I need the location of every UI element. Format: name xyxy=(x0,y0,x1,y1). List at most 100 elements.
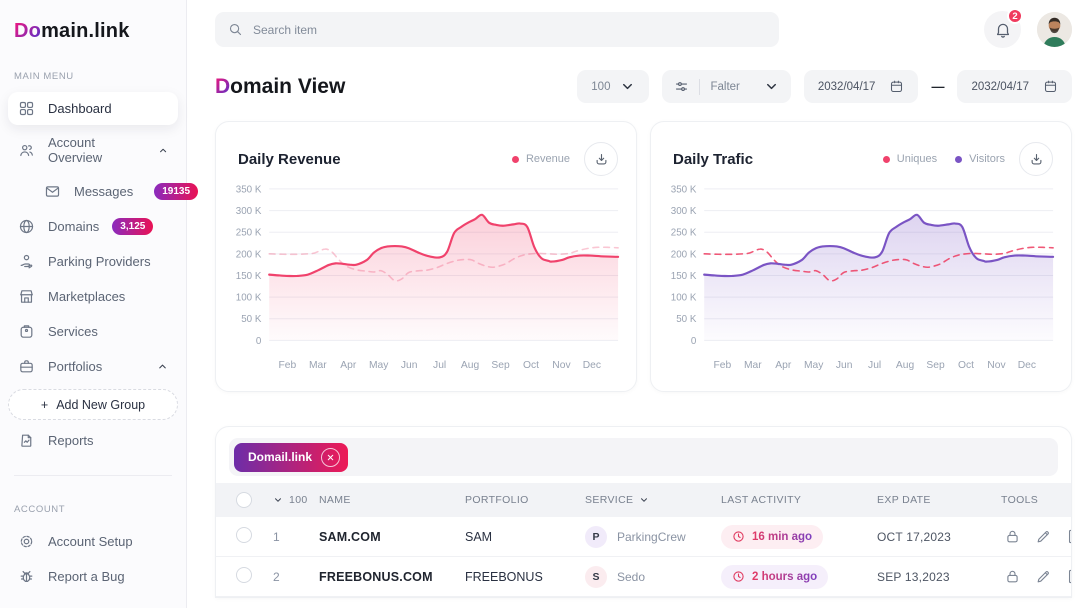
notification-count-badge: 2 xyxy=(1007,8,1023,24)
report-doc-icon xyxy=(21,434,32,447)
dashboard-icon xyxy=(19,101,34,116)
table-header: 100 NAME PORTFOLIO SERVICE LAST ACTIVITY… xyxy=(216,483,1071,517)
content: Domain View 100 Falter 2032/04/17 xyxy=(187,56,1088,598)
date-to-picker[interactable]: 2032/04/17 xyxy=(957,70,1072,103)
svg-text:Jul: Jul xyxy=(433,360,446,371)
bug-icon xyxy=(20,570,33,583)
svg-text:0: 0 xyxy=(256,336,262,347)
sidebar-item-portfolios[interactable]: Portfolios xyxy=(8,350,178,383)
service-initial-badge: S xyxy=(585,565,607,588)
column-header-portfolio[interactable]: PORTFOLIO xyxy=(465,494,529,506)
add-file-button[interactable] xyxy=(1063,526,1071,548)
table-body: 1 SAM.COM SAM P ParkingCrew 16 min ago O… xyxy=(216,517,1071,597)
svg-text:Feb: Feb xyxy=(713,360,731,371)
filter-value: Falter xyxy=(710,80,740,93)
remove-filter-button[interactable] xyxy=(321,447,341,467)
rows-per-page-select[interactable]: 100 xyxy=(273,494,319,506)
svg-text:250 K: 250 K xyxy=(236,228,262,239)
account-menu: Account Setup Report a Bug xyxy=(0,525,186,593)
svg-text:Jun: Jun xyxy=(836,360,853,371)
edit-button[interactable] xyxy=(1032,566,1054,588)
sidebar-item-parking-providers[interactable]: Parking Providers xyxy=(8,245,178,278)
filter-select[interactable]: Falter xyxy=(662,70,791,103)
column-header-service[interactable]: SERVICE xyxy=(585,494,721,506)
row-index: 1 xyxy=(273,529,280,544)
calendar-icon xyxy=(1044,80,1057,93)
avatar-image xyxy=(1037,12,1072,47)
chart-title: Daily Trafic xyxy=(673,150,754,168)
sidebar-item-dashboard[interactable]: Dashboard xyxy=(8,92,178,125)
divider xyxy=(699,78,701,95)
sidebar-item-domains[interactable]: Domains 3,125 xyxy=(8,210,178,243)
filter-chip-domail-link[interactable]: Domail.link xyxy=(234,442,349,472)
search-bar[interactable] xyxy=(215,12,779,47)
sidebar-divider xyxy=(14,475,172,476)
pencil-icon xyxy=(1037,531,1049,543)
legend-uniques: Uniques xyxy=(882,153,937,165)
sidebar-item-account-overview[interactable]: Account Overview xyxy=(8,127,178,173)
last-activity-badge: 2 hours ago xyxy=(721,564,829,589)
domains-count-badge: 3,125 xyxy=(112,218,154,235)
svg-text:50 K: 50 K xyxy=(676,314,697,325)
row-index: 2 xyxy=(273,569,280,584)
svg-text:Jun: Jun xyxy=(401,360,418,371)
portfolio-name: FREEBONUS xyxy=(465,569,543,584)
app-logo[interactable]: Domain.link xyxy=(0,16,186,43)
tools-cell xyxy=(1001,566,1071,588)
chevron-down-icon xyxy=(623,83,633,90)
close-icon xyxy=(327,454,334,460)
row-checkbox[interactable] xyxy=(236,527,252,543)
select-all-checkbox[interactable] xyxy=(236,492,252,508)
chart-legend: Revenue xyxy=(511,153,570,165)
chevron-down-icon xyxy=(766,83,776,90)
sidebar-item-reports[interactable]: Reports xyxy=(8,424,178,457)
sidebar-item-label: Services xyxy=(48,324,98,339)
sidebar-item-label: Domains xyxy=(48,219,100,234)
chevron-up-icon xyxy=(159,148,166,152)
domain-name[interactable]: FREEBONUS.COM xyxy=(319,569,433,584)
svg-text:Mar: Mar xyxy=(309,360,327,371)
sidebar-item-marketplaces[interactable]: Marketplaces xyxy=(8,280,178,313)
exp-date: OCT 17,2023 xyxy=(877,529,952,544)
svg-text:Jul: Jul xyxy=(868,360,881,371)
add-new-group-label: Add New Group xyxy=(56,397,146,412)
chevron-up-icon xyxy=(159,364,166,369)
account-section-label: ACCOUNT xyxy=(14,504,66,515)
page-size-select[interactable]: 100 xyxy=(577,70,650,103)
date-from-picker[interactable]: 2032/04/17 xyxy=(803,70,919,103)
lock-button[interactable] xyxy=(1001,566,1023,588)
storefront-icon xyxy=(20,290,33,303)
sidebar-item-report-a-bug[interactable]: Report a Bug xyxy=(8,560,178,593)
filter-chip-label: Domail.link xyxy=(248,450,313,464)
avatar[interactable] xyxy=(1037,12,1072,47)
add-file-button[interactable] xyxy=(1063,566,1071,588)
file-plus-icon xyxy=(1068,569,1071,584)
column-header-exp-date[interactable]: EXP DATE xyxy=(877,494,931,506)
add-new-group-button[interactable]: + Add New Group xyxy=(8,389,178,420)
notifications-button[interactable]: 2 xyxy=(984,8,1023,48)
sidebar-item-label: Account Overview xyxy=(48,135,103,165)
download-button[interactable] xyxy=(1019,142,1053,176)
lock-button[interactable] xyxy=(1001,526,1023,548)
row-checkbox[interactable] xyxy=(236,567,252,583)
download-button[interactable] xyxy=(584,142,618,176)
column-header-name[interactable]: NAME xyxy=(319,494,351,506)
download-icon xyxy=(596,153,606,164)
svg-text:0: 0 xyxy=(691,336,697,347)
edit-button[interactable] xyxy=(1032,526,1054,548)
sidebar-item-services[interactable]: Services xyxy=(8,315,178,348)
sliders-icon xyxy=(676,82,688,91)
date-range-separator: — xyxy=(931,79,945,94)
sidebar-item-messages[interactable]: Messages 19135 xyxy=(8,175,199,208)
search-input[interactable] xyxy=(253,22,766,37)
charts-row: Daily Revenue Revenue 350 K 300 K 250 K 200… xyxy=(215,121,1072,392)
svg-text:Nov: Nov xyxy=(552,360,571,371)
lock-icon xyxy=(1006,570,1018,583)
svg-text:May: May xyxy=(369,360,389,371)
services-icon xyxy=(20,325,33,338)
domain-name[interactable]: SAM.COM xyxy=(319,529,381,544)
column-header-last-activity[interactable]: LAST ACTIVITY xyxy=(721,494,802,506)
sidebar-item-label: Account Setup xyxy=(48,534,133,549)
sidebar-item-account-setup[interactable]: Account Setup xyxy=(8,525,178,558)
